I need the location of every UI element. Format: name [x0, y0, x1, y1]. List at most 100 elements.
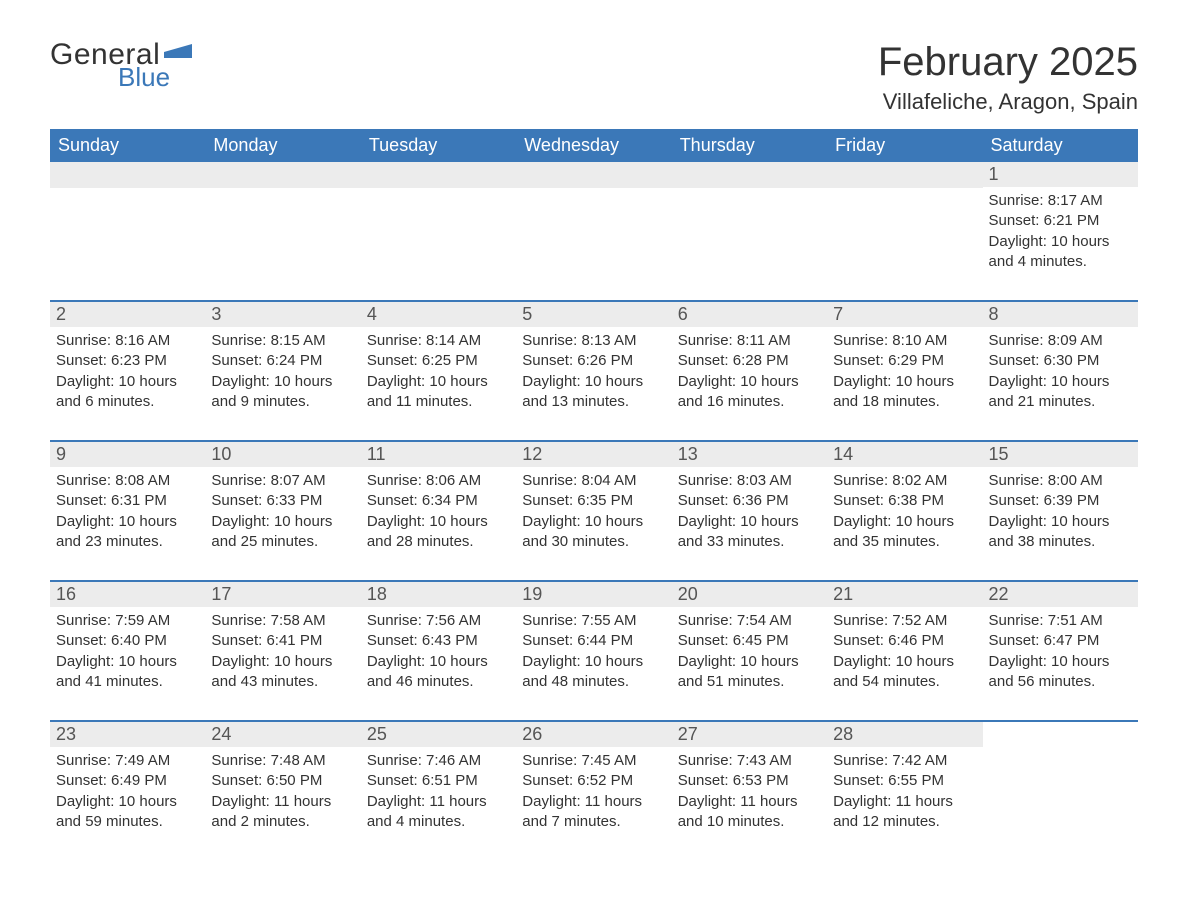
- title-block: February 2025 Villafeliche, Aragon, Spai…: [878, 40, 1138, 115]
- day-cell: 24 Sunrise: 7:48 AMSunset: 6:50 PMDayligh…: [205, 721, 360, 860]
- daylight-text: Daylight: 10 hours and 25 minutes.: [211, 512, 354, 553]
- day-cell: 22Sunrise: 7:51 AMSunset: 6:47 PMDayligh…: [983, 581, 1138, 721]
- day-number: 1: [983, 162, 1138, 187]
- day-number: 4: [361, 302, 516, 327]
- day-cell: 17Sunrise: 7:58 AMSunset: 6:41 PMDayligh…: [205, 581, 360, 721]
- day-info: Sunrise: 8:16 AMSunset: 6:23 PMDaylight:…: [56, 331, 199, 412]
- sunset-text: Sunset: 6:51 PM: [367, 771, 510, 791]
- day-cell: 20 Sunrise: 7:54 AMSunset: 6:45 PMDayligh…: [672, 581, 827, 721]
- day-cell: [516, 162, 671, 301]
- day-cell: 16Sunrise: 7:59 AMSunset: 6:40 PMDayligh…: [50, 581, 205, 721]
- day-cell: [827, 162, 982, 301]
- day-number: 6: [672, 302, 827, 327]
- day-number: 19: [516, 582, 671, 607]
- daylight-text: Daylight: 11 hours and 10 minutes.: [678, 792, 821, 833]
- daylight-text: Daylight: 10 hours and 41 minutes.: [56, 652, 199, 693]
- sunset-text: Sunset: 6:40 PM: [56, 631, 199, 651]
- daylight-text: Daylight: 11 hours and 2 minutes.: [211, 792, 354, 833]
- day-cell: 9Sunrise: 8:08 AMSunset: 6:31 PMDaylight…: [50, 441, 205, 581]
- daylight-text: Daylight: 10 hours and 46 minutes.: [367, 652, 510, 693]
- day-info: Sunrise: 8:06 AMSunset: 6:34 PMDaylight:…: [367, 471, 510, 552]
- day-number: 9: [50, 442, 205, 467]
- sunrise-text: Sunrise: 7:59 AM: [56, 611, 199, 631]
- day-info: Sunrise: 8:00 AMSunset: 6:39 PMDaylight:…: [989, 471, 1132, 552]
- daylight-text: Daylight: 10 hours and 54 minutes.: [833, 652, 976, 693]
- day-number: 12: [516, 442, 671, 467]
- day-info: Sunrise: 8:17 AMSunset: 6:21 PMDaylight:…: [989, 191, 1132, 272]
- day-info: Sunrise: 7:55 AMSunset: 6:44 PMDaylight:…: [522, 611, 665, 692]
- day-info: Sunrise: 8:10 AMSunset: 6:29 PMDaylight:…: [833, 331, 976, 412]
- day-cell: 27 Sunrise: 7:43 AMSunset: 6:53 PMDayligh…: [672, 721, 827, 860]
- day-info: Sunrise: 8:09 AMSunset: 6:30 PMDaylight:…: [989, 331, 1132, 412]
- day-info: Sunrise: 8:15 AMSunset: 6:24 PMDaylight:…: [211, 331, 354, 412]
- day-number: 2: [50, 302, 205, 327]
- week-row: 16Sunrise: 7:59 AMSunset: 6:40 PMDayligh…: [50, 581, 1138, 721]
- daylight-text: Daylight: 11 hours and 4 minutes.: [367, 792, 510, 833]
- day-number: 10: [205, 442, 360, 467]
- daylight-text: Daylight: 10 hours and 56 minutes.: [989, 652, 1132, 693]
- sunset-text: Sunset: 6:49 PM: [56, 771, 199, 791]
- sunrise-text: Sunrise: 7:54 AM: [678, 611, 821, 631]
- sunrise-text: Sunrise: 8:04 AM: [522, 471, 665, 491]
- day-number: 24: [205, 722, 360, 747]
- calendar-table: SundayMondayTuesdayWednesdayThursdayFrid…: [50, 129, 1138, 860]
- day-cell: [50, 162, 205, 301]
- sunset-text: Sunset: 6:50 PM: [211, 771, 354, 791]
- daylight-text: Daylight: 10 hours and 33 minutes.: [678, 512, 821, 553]
- daylight-text: Daylight: 10 hours and 6 minutes.: [56, 372, 199, 413]
- daylight-text: Daylight: 10 hours and 28 minutes.: [367, 512, 510, 553]
- sunset-text: Sunset: 6:34 PM: [367, 491, 510, 511]
- sunset-text: Sunset: 6:47 PM: [989, 631, 1132, 651]
- sunrise-text: Sunrise: 8:06 AM: [367, 471, 510, 491]
- day-number: 7: [827, 302, 982, 327]
- week-row: 2 Sunrise: 8:16 AMSunset: 6:23 PMDaylight…: [50, 301, 1138, 441]
- sunrise-text: Sunrise: 7:56 AM: [367, 611, 510, 631]
- sunrise-text: Sunrise: 7:48 AM: [211, 751, 354, 771]
- sunrise-text: Sunrise: 8:08 AM: [56, 471, 199, 491]
- daylight-text: Daylight: 10 hours and 30 minutes.: [522, 512, 665, 553]
- sunset-text: Sunset: 6:35 PM: [522, 491, 665, 511]
- day-number: 3: [205, 302, 360, 327]
- daylight-text: Daylight: 10 hours and 48 minutes.: [522, 652, 665, 693]
- sunrise-text: Sunrise: 8:03 AM: [678, 471, 821, 491]
- day-cell: 1 Sunrise: 8:17 AMSunset: 6:21 PMDaylight…: [983, 162, 1138, 301]
- day-info: Sunrise: 7:54 AMSunset: 6:45 PMDaylight:…: [678, 611, 821, 692]
- day-number: 27: [672, 722, 827, 747]
- sunrise-text: Sunrise: 7:46 AM: [367, 751, 510, 771]
- day-info: Sunrise: 8:14 AMSunset: 6:25 PMDaylight:…: [367, 331, 510, 412]
- header: General Blue February 2025 Villafeliche,…: [50, 40, 1138, 115]
- day-cell: 19 Sunrise: 7:55 AMSunset: 6:44 PMDayligh…: [516, 581, 671, 721]
- day-info: Sunrise: 7:43 AMSunset: 6:53 PMDaylight:…: [678, 751, 821, 832]
- month-title: February 2025: [878, 40, 1138, 85]
- daylight-text: Daylight: 10 hours and 11 minutes.: [367, 372, 510, 413]
- sunset-text: Sunset: 6:38 PM: [833, 491, 976, 511]
- sunrise-text: Sunrise: 8:14 AM: [367, 331, 510, 351]
- day-cell: 10Sunrise: 8:07 AMSunset: 6:33 PMDayligh…: [205, 441, 360, 581]
- day-header-row: SundayMondayTuesdayWednesdayThursdayFrid…: [50, 129, 1138, 162]
- sunset-text: Sunset: 6:26 PM: [522, 351, 665, 371]
- sunrise-text: Sunrise: 8:15 AM: [211, 331, 354, 351]
- sunrise-text: Sunrise: 8:13 AM: [522, 331, 665, 351]
- day-number: 20: [672, 582, 827, 607]
- day-cell: 15Sunrise: 8:00 AMSunset: 6:39 PMDayligh…: [983, 441, 1138, 581]
- day-header-monday: Monday: [205, 129, 360, 162]
- day-number: 11: [361, 442, 516, 467]
- day-header-wednesday: Wednesday: [516, 129, 671, 162]
- day-info: Sunrise: 8:02 AMSunset: 6:38 PMDaylight:…: [833, 471, 976, 552]
- day-cell: 2 Sunrise: 8:16 AMSunset: 6:23 PMDaylight…: [50, 301, 205, 441]
- day-cell: 7 Sunrise: 8:10 AMSunset: 6:29 PMDaylight…: [827, 301, 982, 441]
- daylight-text: Daylight: 10 hours and 21 minutes.: [989, 372, 1132, 413]
- sunset-text: Sunset: 6:24 PM: [211, 351, 354, 371]
- day-cell: 11 Sunrise: 8:06 AMSunset: 6:34 PMDayligh…: [361, 441, 516, 581]
- day-number: 23: [50, 722, 205, 747]
- day-info: Sunrise: 8:11 AMSunset: 6:28 PMDaylight:…: [678, 331, 821, 412]
- day-number: 13: [672, 442, 827, 467]
- day-info: Sunrise: 7:42 AMSunset: 6:55 PMDaylight:…: [833, 751, 976, 832]
- daylight-text: Daylight: 11 hours and 12 minutes.: [833, 792, 976, 833]
- sunrise-text: Sunrise: 7:55 AM: [522, 611, 665, 631]
- day-info: Sunrise: 7:48 AMSunset: 6:50 PMDaylight:…: [211, 751, 354, 832]
- empty-day: [205, 162, 360, 188]
- sunset-text: Sunset: 6:33 PM: [211, 491, 354, 511]
- day-header-tuesday: Tuesday: [361, 129, 516, 162]
- sunset-text: Sunset: 6:23 PM: [56, 351, 199, 371]
